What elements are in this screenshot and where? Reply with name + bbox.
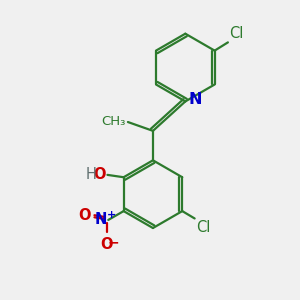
Text: CH₃: CH₃ xyxy=(101,115,126,128)
Text: O: O xyxy=(78,208,91,223)
Text: N: N xyxy=(94,212,107,227)
Text: O: O xyxy=(100,237,113,252)
Text: Cl: Cl xyxy=(230,26,244,41)
Text: +: + xyxy=(106,210,116,220)
Text: −: − xyxy=(107,236,119,250)
Text: Cl: Cl xyxy=(196,220,211,235)
Text: H: H xyxy=(85,167,96,182)
Text: O: O xyxy=(94,167,106,182)
Text: N: N xyxy=(188,92,202,107)
